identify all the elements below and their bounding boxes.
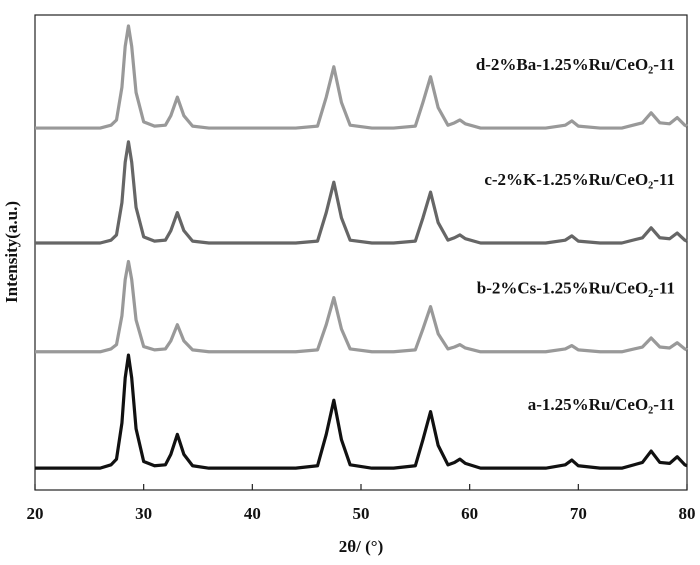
x-tick-label: 60 — [461, 504, 478, 523]
xrd-line — [35, 140, 688, 245]
plot-frame — [34, 14, 688, 491]
series-label: c-2%K-1.25%Ru/CeO₂-11 — [484, 170, 675, 189]
x-tick-label: 80 — [679, 504, 696, 523]
x-tick-label: 40 — [244, 504, 261, 523]
series-label: d-2%Ba-1.25%Ru/CeO₂-11 — [476, 55, 675, 74]
y-axis-label: Intensity(a.u.) — [2, 201, 21, 303]
series-label: b-2%Cs-1.25%Ru/CeO₂-11 — [477, 279, 675, 298]
xrd-line — [35, 353, 688, 470]
series-label: a-1.25%Ru/CeO₂-11 — [528, 395, 675, 414]
x-tick-label: 20 — [27, 504, 44, 523]
xrd-line — [35, 24, 688, 130]
xrd-line — [35, 259, 688, 354]
x-tick-label: 70 — [570, 504, 587, 523]
x-tick-label: 30 — [135, 504, 152, 523]
x-axis-label: 2θ/ (°) — [339, 537, 383, 556]
x-tick-label: 50 — [353, 504, 370, 523]
